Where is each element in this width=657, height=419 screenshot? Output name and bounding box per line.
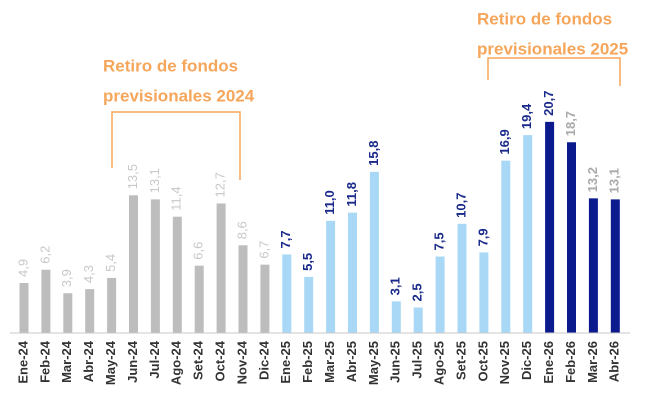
x-tick-label: Mar-25	[322, 341, 337, 383]
bar	[479, 252, 489, 333]
bar	[457, 223, 467, 333]
bar	[523, 135, 533, 333]
x-tick-label: Abr-24	[81, 340, 96, 382]
data-label: 13,5	[125, 164, 140, 189]
x-tick-label: Mar-26	[585, 341, 600, 383]
annotation: previsionales 2025	[477, 39, 628, 58]
data-label: 18,7	[563, 111, 578, 136]
bar	[369, 171, 379, 333]
x-tick-label: May-25	[366, 341, 381, 385]
x-tick-label: Nov-24	[234, 340, 249, 384]
bracket	[111, 111, 241, 180]
data-label: 3,9	[59, 269, 74, 287]
x-tick-label: Ene-24	[15, 340, 30, 383]
bar	[63, 293, 73, 333]
bar	[304, 276, 314, 333]
bar	[435, 256, 445, 333]
x-tick-label: Feb-26	[563, 341, 578, 383]
data-label: 13,1	[607, 168, 622, 193]
bracket	[487, 57, 621, 86]
x-tick-label: Set-25	[453, 341, 468, 380]
data-label: 4,9	[15, 259, 30, 277]
data-label: 16,9	[497, 129, 512, 154]
x-tick-label: Feb-24	[37, 340, 52, 383]
x-tick-label: Ago-25	[432, 341, 447, 385]
x-tick-label: Jun-25	[388, 341, 403, 383]
data-label: 6,7	[256, 241, 271, 259]
data-label: 20,7	[541, 91, 556, 116]
bar	[391, 301, 401, 333]
data-label: 11,0	[322, 190, 337, 215]
data-label: 13,2	[585, 167, 600, 192]
x-tick-label: Jul-24	[147, 340, 162, 378]
x-tick-label: Abr-26	[607, 341, 622, 382]
bar	[172, 216, 182, 333]
x-tick-label: Jul-25	[410, 341, 425, 379]
data-label: 10,7	[453, 193, 468, 218]
annotation: Retiro de fondos	[103, 56, 238, 75]
bar	[348, 212, 357, 333]
bar	[216, 203, 226, 333]
bar	[150, 199, 160, 333]
data-label: 12,7	[213, 172, 228, 197]
x-tick-label: Jun-24	[125, 340, 140, 383]
x-tick-label: May-24	[103, 340, 118, 385]
bar	[282, 254, 292, 333]
bar	[326, 220, 336, 333]
bar	[85, 289, 95, 333]
x-tick-label: Dic-24	[256, 340, 271, 380]
data-label: 2,5	[410, 283, 425, 301]
data-label: 5,5	[300, 253, 315, 271]
x-tick-label: Mar-24	[59, 340, 74, 383]
x-tick-label: Ago-24	[169, 340, 184, 385]
x-tick-label: Ene-26	[541, 341, 556, 384]
bar	[260, 264, 270, 333]
data-label: 6,2	[37, 246, 52, 264]
data-label: 11,8	[344, 182, 359, 207]
bar	[567, 142, 576, 333]
data-label: 13,1	[147, 168, 162, 193]
bar	[238, 245, 248, 333]
bar	[19, 283, 29, 333]
x-tick-label: Nov-25	[497, 341, 512, 384]
annotation: Retiro de fondos	[477, 9, 612, 28]
bar	[41, 269, 51, 333]
data-label: 11,4	[169, 186, 184, 210]
data-label: 8,6	[234, 221, 249, 239]
bar	[501, 160, 511, 333]
x-tick-label: Oct-25	[475, 341, 490, 381]
data-label: 6,6	[191, 242, 206, 260]
data-label: 7,7	[278, 230, 293, 248]
bar	[107, 277, 117, 333]
data-label: 3,1	[388, 277, 403, 295]
data-label: 15,8	[366, 141, 381, 166]
data-label: 7,9	[475, 228, 490, 246]
bar	[413, 307, 423, 333]
bar	[610, 199, 620, 333]
data-label: 19,4	[519, 103, 534, 129]
data-label: 5,4	[103, 254, 118, 272]
x-tick-label: Ene-25	[278, 341, 293, 384]
bar	[194, 265, 204, 333]
x-tick-label: Oct-24	[213, 340, 228, 381]
annotation: previsionales 2024	[103, 86, 255, 105]
x-tick-label: Set-24	[191, 340, 206, 380]
x-tick-label: Abr-25	[344, 341, 359, 382]
bar	[588, 198, 598, 333]
x-tick-label: Feb-25	[300, 341, 315, 383]
bar	[545, 121, 555, 333]
x-tick-label: Dic-25	[519, 341, 534, 380]
data-label: 7,5	[432, 232, 447, 250]
data-label: 4,3	[81, 265, 96, 283]
bar	[129, 195, 138, 333]
